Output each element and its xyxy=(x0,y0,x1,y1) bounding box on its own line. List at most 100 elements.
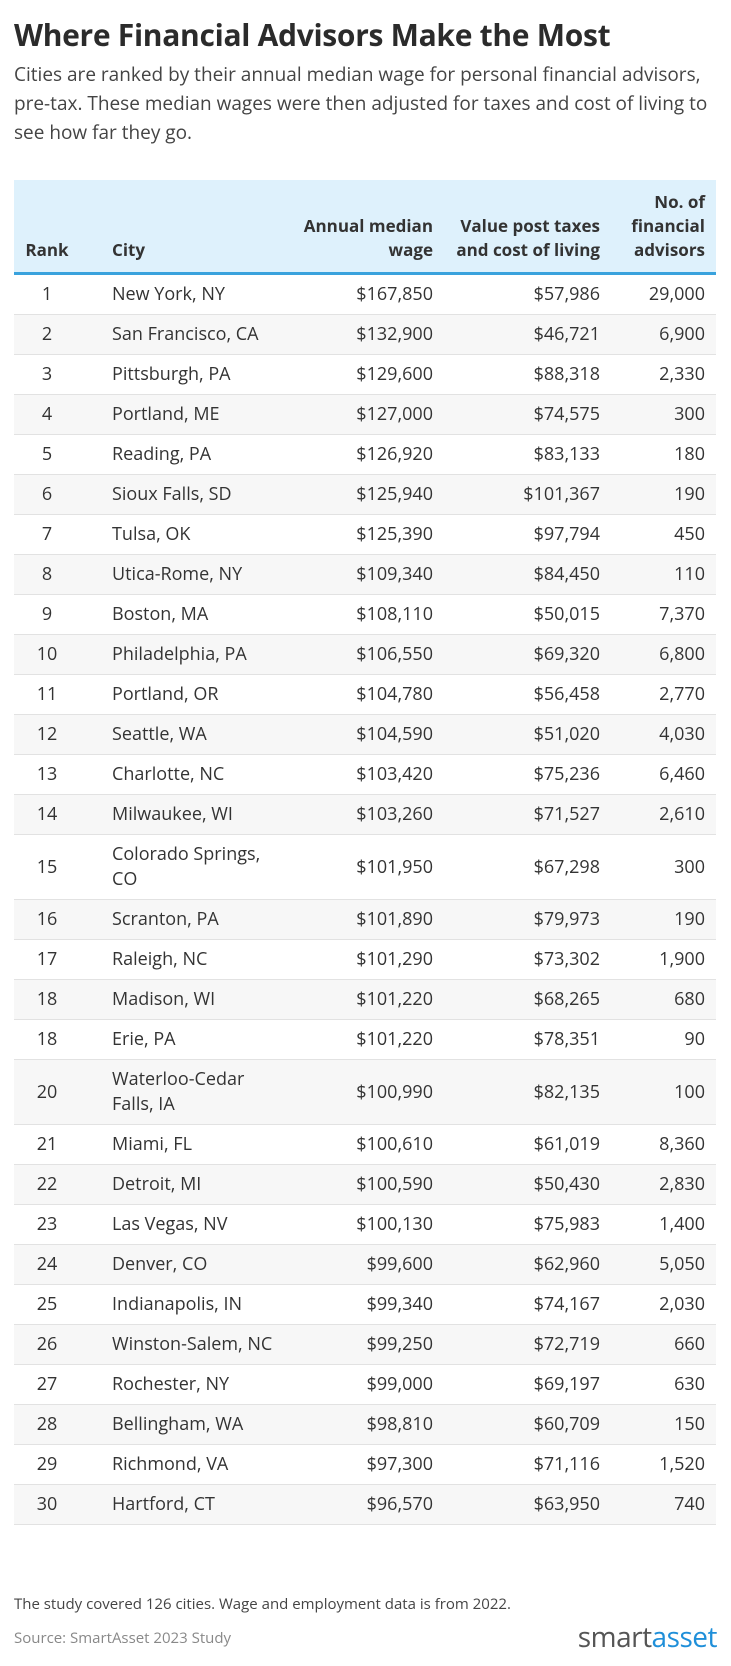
table-cell: Rochester, NY xyxy=(80,1364,280,1405)
table-body: 1 New York, NY $167,850 $57,986 29,000 2 San F… xyxy=(14,273,716,1525)
table-cell: $100,590 xyxy=(280,1164,444,1205)
table-cell: $50,015 xyxy=(444,594,611,635)
table-cell: $46,721 xyxy=(444,314,611,355)
table-cell: 150 xyxy=(611,1404,716,1445)
table-row: 18 Erie, PA $101,220 $78,351 90 xyxy=(14,1019,716,1060)
table-row: 7 Tulsa, OK $125,390 $97,794 450 xyxy=(14,514,716,555)
table-cell: Las Vegas, NV xyxy=(80,1204,280,1245)
table-row: 22 Detroit, MI $100,590 $50,430 2,830 xyxy=(14,1164,716,1205)
footnote: The study covered 126 cities. Wage and e… xyxy=(14,1594,511,1614)
table-cell: 1 xyxy=(14,273,80,315)
table-cell: $69,320 xyxy=(444,634,611,675)
table-cell: 28 xyxy=(14,1404,80,1445)
table-cell: $127,000 xyxy=(280,394,444,435)
table-cell: Sioux Falls, SD xyxy=(80,474,280,515)
table-row: 24 Denver, CO $99,600 $62,960 5,050 xyxy=(14,1244,716,1285)
table-cell: $104,780 xyxy=(280,674,444,715)
table-cell: 11 xyxy=(14,674,80,715)
table-cell: $67,298 xyxy=(444,834,611,900)
table-cell: 13 xyxy=(14,754,80,795)
table-cell: Erie, PA xyxy=(80,1019,280,1060)
table-cell: 2,030 xyxy=(611,1284,716,1325)
table-cell: Raleigh, NC xyxy=(80,939,280,980)
table-row: 2 San Francisco, CA $132,900 $46,721 6,900 xyxy=(14,314,716,355)
table-cell: $79,973 xyxy=(444,899,611,940)
table-cell: 26 xyxy=(14,1324,80,1365)
table-cell: Charlotte, NC xyxy=(80,754,280,795)
table-cell: 630 xyxy=(611,1364,716,1405)
table-cell: $97,794 xyxy=(444,514,611,555)
table-row: 14 Milwaukee, WI $103,260 $71,527 2,610 xyxy=(14,794,716,835)
table-cell: 6,900 xyxy=(611,314,716,355)
table-cell: $73,302 xyxy=(444,939,611,980)
table-row: 12 Seattle, WA $104,590 $51,020 4,030 xyxy=(14,714,716,755)
table-row: 5 Reading, PA $126,920 $83,133 180 xyxy=(14,434,716,475)
table-cell: 4 xyxy=(14,394,80,435)
table-cell: $100,610 xyxy=(280,1124,444,1165)
table-cell: 6 xyxy=(14,474,80,515)
table-cell: Philadelphia, PA xyxy=(80,634,280,675)
table-cell: Winston-Salem, NC xyxy=(80,1324,280,1365)
table-cell: 2,330 xyxy=(611,354,716,395)
column-header: City xyxy=(80,180,280,275)
table-row: 10 Philadelphia, PA $106,550 $69,320 6,800 xyxy=(14,634,716,675)
table-row: 28 Bellingham, WA $98,810 $60,709 150 xyxy=(14,1404,716,1445)
table-row: 9 Boston, MA $108,110 $50,015 7,370 xyxy=(14,594,716,635)
table-row: 20 Waterloo-Cedar Falls, IA $100,990 $82,13… xyxy=(14,1059,716,1125)
table-cell: $100,990 xyxy=(280,1059,444,1125)
column-header: Annual median wage xyxy=(280,180,444,275)
table-row: 27 Rochester, NY $99,000 $69,197 630 xyxy=(14,1364,716,1405)
table-cell: $99,250 xyxy=(280,1324,444,1365)
table-cell: Portland, OR xyxy=(80,674,280,715)
table-cell: $129,600 xyxy=(280,354,444,395)
table-cell: 17 xyxy=(14,939,80,980)
table-cell: 21 xyxy=(14,1124,80,1165)
table-cell: $97,300 xyxy=(280,1444,444,1485)
table-cell: $108,110 xyxy=(280,594,444,635)
table-cell: 18 xyxy=(14,1019,80,1060)
table-cell: $132,900 xyxy=(280,314,444,355)
table-cell: 300 xyxy=(611,834,716,900)
table-cell: $109,340 xyxy=(280,554,444,595)
table-cell: $51,020 xyxy=(444,714,611,755)
table-cell: $125,940 xyxy=(280,474,444,515)
table-cell: Madison, WI xyxy=(80,979,280,1020)
table-cell: 660 xyxy=(611,1324,716,1365)
table-cell: 2,830 xyxy=(611,1164,716,1205)
table-cell: Seattle, WA xyxy=(80,714,280,755)
table-cell: $99,340 xyxy=(280,1284,444,1325)
table-cell: 1,900 xyxy=(611,939,716,980)
table-cell: 12 xyxy=(14,714,80,755)
table-cell: Tulsa, OK xyxy=(80,514,280,555)
table-cell: $96,570 xyxy=(280,1484,444,1525)
table-row: 30 Hartford, CT $96,570 $63,950 740 xyxy=(14,1484,716,1525)
table-cell: $62,960 xyxy=(444,1244,611,1285)
table-cell: $99,000 xyxy=(280,1364,444,1405)
table-cell: $101,950 xyxy=(280,834,444,900)
table-cell: 30 xyxy=(14,1484,80,1525)
table-row: 8 Utica-Rome, NY $109,340 $84,450 110 xyxy=(14,554,716,595)
table-row: 3 Pittsburgh, PA $129,600 $88,318 2,330 xyxy=(14,354,716,395)
ranking-table: Rank City Annual median wage Value post tax… xyxy=(14,180,716,1525)
table-cell: 740 xyxy=(611,1484,716,1525)
table-cell: 24 xyxy=(14,1244,80,1285)
table-cell: Miami, FL xyxy=(80,1124,280,1165)
table-cell: 6,460 xyxy=(611,754,716,795)
table-cell: $84,450 xyxy=(444,554,611,595)
source: Source: SmartAsset 2023 Study xyxy=(14,1628,232,1648)
table-cell: $167,850 xyxy=(280,273,444,315)
table-cell: 300 xyxy=(611,394,716,435)
table-cell: $104,590 xyxy=(280,714,444,755)
header-row: Rank City Annual median wage Value post tax… xyxy=(14,180,716,275)
table-cell: 4,030 xyxy=(611,714,716,755)
table-cell: 1,400 xyxy=(611,1204,716,1245)
table-cell: 23 xyxy=(14,1204,80,1245)
table-cell: 16 xyxy=(14,899,80,940)
column-header: Rank xyxy=(14,180,80,275)
table-cell: 7,370 xyxy=(611,594,716,635)
table-cell: Detroit, MI xyxy=(80,1164,280,1205)
table-row: 26 Winston-Salem, NC $99,250 $72,719 660 xyxy=(14,1324,716,1365)
table-cell: $61,019 xyxy=(444,1124,611,1165)
table-cell: $74,575 xyxy=(444,394,611,435)
table-cell: $101,290 xyxy=(280,939,444,980)
